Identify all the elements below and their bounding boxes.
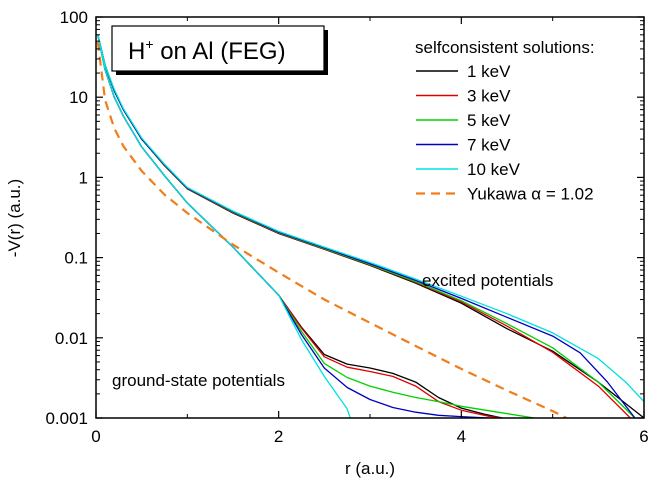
y-tick-label: 0.1	[64, 249, 88, 268]
series-5-kev-excited	[97, 34, 636, 418]
y-tick-label: 0.001	[45, 409, 88, 428]
y-axis-title: -V(r) (a.u.)	[5, 179, 24, 257]
annotation-excited: excited potentials	[422, 271, 553, 290]
x-tick-label: 6	[639, 427, 648, 446]
legend-label-10-kev: 10 keV	[467, 160, 521, 179]
series-1-kev-ground	[97, 34, 503, 418]
y-tick-label: 0.01	[55, 329, 88, 348]
legend-label-1-kev: 1 keV	[467, 62, 511, 81]
legend-label-yukawa-1-02: Yukawa α = 1.02	[467, 185, 594, 204]
series-1-kev-excited	[97, 34, 644, 418]
series-10-kev-excited	[97, 34, 644, 403]
series-3-kev-excited	[97, 34, 631, 418]
y-tick-label: 100	[60, 8, 88, 27]
series-yukawa-1-02	[96, 41, 567, 418]
legend-label-5-kev: 5 keV	[467, 111, 511, 130]
title-box: H+ on Al (FEG)	[111, 25, 328, 75]
series-7-kev-excited	[97, 34, 636, 418]
curves	[96, 34, 644, 418]
annotation-ground: ground-state potentials	[112, 371, 285, 390]
legend-label-7-kev: 7 keV	[467, 136, 511, 155]
title-rest: on Al (FEG)	[154, 38, 286, 65]
title-text: H+ on Al (FEG)	[128, 36, 286, 65]
x-axis-title: r (a.u.)	[345, 459, 395, 478]
ticks: 0 2 4 6 100 10 1 0.1 0.01 0.001	[45, 8, 648, 446]
title-superscript: +	[145, 36, 153, 52]
title-main: H	[128, 38, 145, 65]
series-3-kev-ground	[97, 34, 503, 418]
series-10-kev-ground	[97, 34, 351, 418]
x-tick-label: 4	[457, 427, 466, 446]
y-tick-label: 1	[79, 168, 88, 187]
legend: selfconsistent solutions: 1 keV 3 keV 5 ke…	[415, 38, 595, 204]
legend-label-3-kev: 3 keV	[467, 87, 511, 106]
legend-title: selfconsistent solutions:	[415, 38, 595, 57]
x-tick-label: 2	[274, 427, 283, 446]
x-tick-label: 0	[91, 427, 100, 446]
series-7-kev-ground	[97, 34, 489, 418]
y-tick-label: 10	[69, 88, 88, 107]
